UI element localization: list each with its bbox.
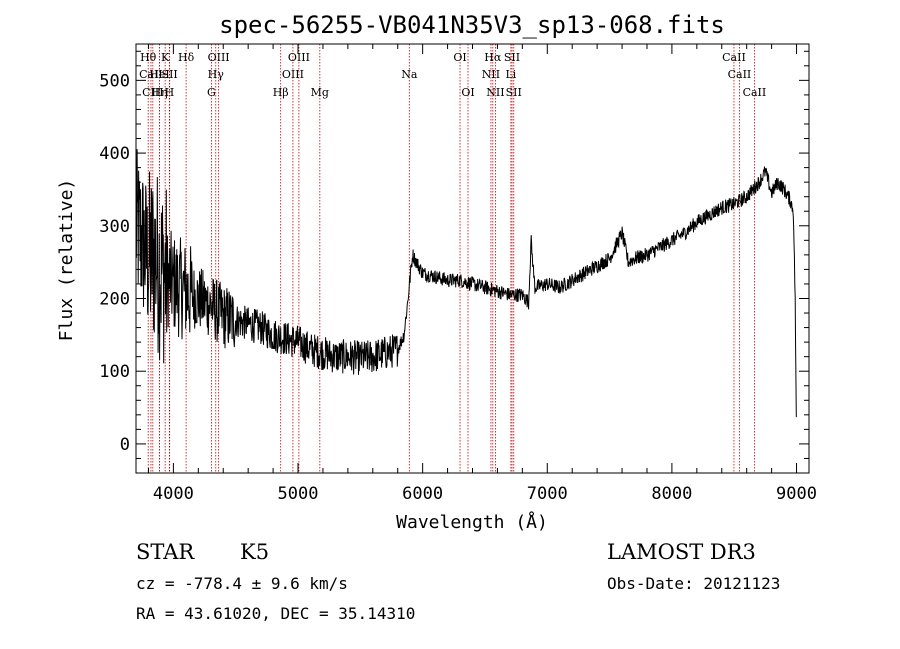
line-label: Na <box>401 68 418 81</box>
line-label: CaII <box>139 68 163 81</box>
x-tick-label: 6000 <box>402 484 443 504</box>
line-label: G <box>207 86 216 99</box>
spectrum-line <box>135 149 797 418</box>
y-tick-label: 0 <box>120 435 130 455</box>
spectrum-chart: spec-56255-VB041N35V3_sp13-068.fits Hθ Ca… <box>56 11 817 533</box>
y-axis-ticks: 0 100 200 300 400 500 <box>99 50 809 459</box>
line-label: Hβ <box>273 86 289 99</box>
line-label: HeI <box>149 68 169 81</box>
y-tick-label: 200 <box>99 289 130 309</box>
line-label: NII <box>486 86 504 99</box>
line-label: OIII <box>282 68 304 81</box>
y-tick-label: 300 <box>99 217 130 237</box>
line-label: Mg <box>311 86 329 99</box>
line-label: Li <box>505 68 516 81</box>
chart-title: spec-56255-VB041N35V3_sp13-068.fits <box>219 11 725 39</box>
object-class: STAR <box>136 540 195 564</box>
line-label: OI <box>461 86 474 99</box>
plot-frame <box>135 43 810 474</box>
redshift-readout: cz = -778.4 ± 9.6 km/s <box>136 574 348 593</box>
line-label: Hγ <box>208 68 225 81</box>
line-label: SII <box>162 68 178 81</box>
line-label: OIII <box>288 51 310 64</box>
line-label: NII <box>482 68 500 81</box>
y-tick-label: 400 <box>99 144 130 164</box>
x-axis-ticks: 4000 5000 6000 7000 8000 9000 <box>147 44 817 504</box>
x-tick-label: 7000 <box>527 484 568 504</box>
line-label: SII <box>504 51 520 64</box>
line-label: OIII <box>208 51 230 64</box>
emission-line-markers <box>147 44 755 473</box>
line-label: CaII <box>722 51 746 64</box>
line-label: CIII <box>142 86 163 99</box>
x-tick-label: 9000 <box>776 484 817 504</box>
line-label: CaII <box>728 68 752 81</box>
x-axis-label: Wavelength (Å) <box>396 511 548 533</box>
line-label: SII <box>506 86 522 99</box>
x-tick-label: 4000 <box>153 484 194 504</box>
object-subclass: K5 <box>240 540 270 564</box>
line-label: Hη <box>151 86 167 99</box>
line-label: Hα <box>484 51 502 64</box>
y-axis-label: Flux (relative) <box>56 179 77 342</box>
line-label: CaII <box>743 86 767 99</box>
line-label: OI <box>453 51 466 64</box>
coordinates: RA = 43.61020, DEC = 35.14310 <box>136 604 416 623</box>
line-label: K <box>161 51 170 64</box>
y-tick-label: 500 <box>99 71 130 91</box>
obs-date: Obs-Date: 20121123 <box>607 574 781 593</box>
x-tick-label: 8000 <box>651 484 692 504</box>
line-label: Hθ <box>140 51 157 64</box>
x-tick-label: 5000 <box>278 484 319 504</box>
line-label: H <box>165 86 175 99</box>
line-label: Hδ <box>178 51 195 64</box>
survey-name: LAMOST DR3 <box>607 540 756 564</box>
y-tick-label: 100 <box>99 362 130 382</box>
